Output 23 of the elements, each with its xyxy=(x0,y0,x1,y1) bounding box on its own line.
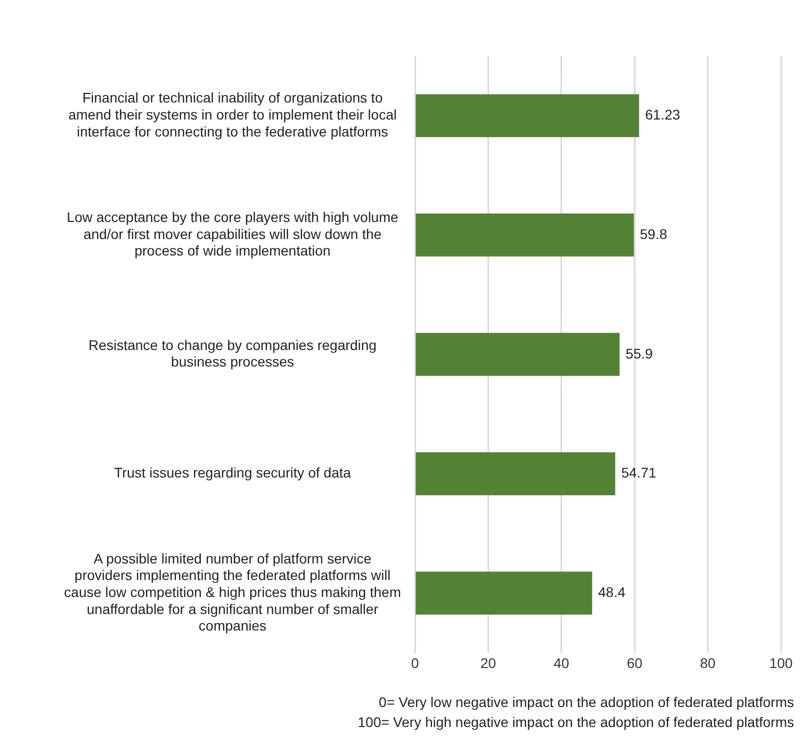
bar xyxy=(416,214,634,257)
data-label: 61.23 xyxy=(645,106,680,123)
x-tick-label: 20 xyxy=(480,655,496,672)
y-tick-label: Financial or technical inability of organizations to amend their systems in order to implement their local interface for connecting to the federative platforms xyxy=(68,90,397,140)
x-tick-label: 60 xyxy=(626,655,643,672)
x-tick-label: 100 xyxy=(769,655,793,672)
text: 0= Very low negative impact on the adoption of federated platforms xyxy=(378,693,794,712)
y-tick-label: Low acceptance by the core players with high volume and/or first mover capabilities will slow down the process of wide implementation xyxy=(66,209,398,259)
x-tick-label: 0 xyxy=(411,655,420,672)
x-tick-label: 80 xyxy=(700,655,716,672)
data-label: 55.9 xyxy=(626,345,654,362)
y-tick-label: A possible limited number of platform service providers implementing the federated platforms will cause low competition & high prices thus making them unaffordable for a significant number of smaller companies xyxy=(64,550,402,634)
bar xyxy=(416,94,640,138)
bar xyxy=(416,572,592,615)
data-label: 54.71 xyxy=(621,464,656,481)
data-label: 59.8 xyxy=(640,226,668,242)
x-tick-label: 40 xyxy=(554,655,570,672)
data-label: 48.4 xyxy=(598,584,626,600)
text: 100= Very high negative impact on the adoption of federated platforms xyxy=(356,713,794,732)
y-tick-label: Resistance to change by companies regarding business processes xyxy=(88,336,377,370)
bar xyxy=(416,332,620,376)
y-tick-label: Trust issues regarding security of data xyxy=(114,464,352,481)
bar xyxy=(416,452,616,496)
